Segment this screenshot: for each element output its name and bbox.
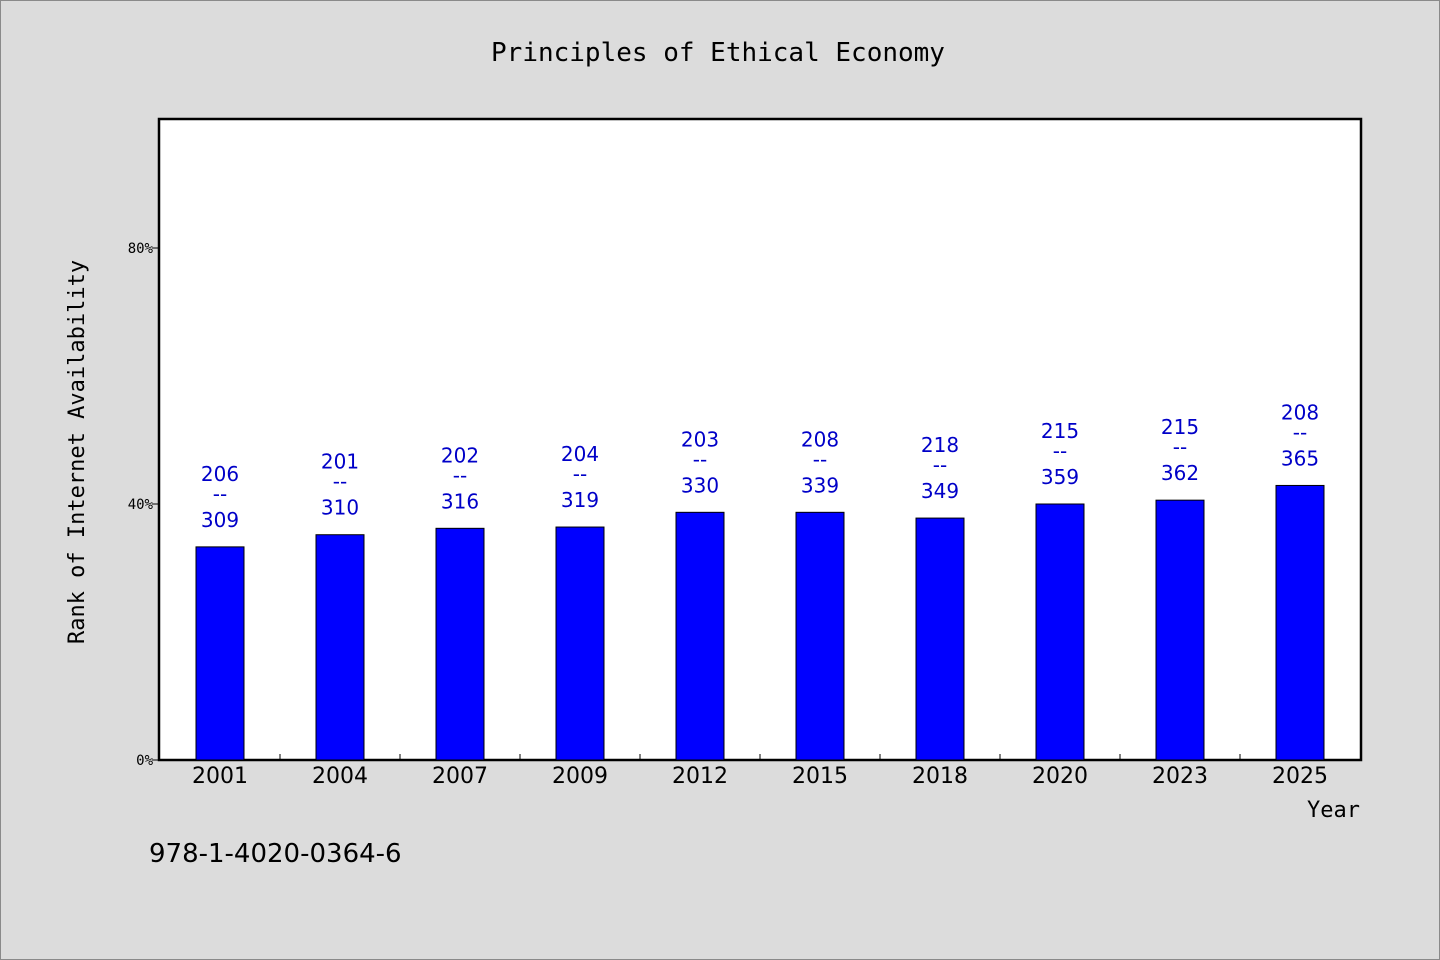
data-label-bottom-2015: 339 bbox=[801, 473, 839, 497]
bar-2007 bbox=[435, 527, 485, 761]
y-tick-label-0: 0% bbox=[136, 753, 153, 769]
x-tick-label-2007: 2007 bbox=[432, 764, 488, 789]
x-ticks-group: 2001 2004 2007 2009 2012 2015 2018 2020 2023 2025 bbox=[192, 754, 1328, 789]
data-label-top-2015: 208 bbox=[801, 427, 839, 451]
y-tick-label-40: 40% bbox=[128, 497, 154, 513]
data-label-top-2007: 202 bbox=[441, 443, 479, 467]
data-label-bottom-2009: 319 bbox=[561, 488, 599, 512]
data-label-sep-2004: -- bbox=[333, 470, 347, 494]
bar-2004 bbox=[315, 534, 365, 761]
bar-2009 bbox=[555, 526, 605, 761]
x-axis-label: Year bbox=[1307, 798, 1360, 823]
data-label-sep-2025: -- bbox=[1293, 420, 1307, 444]
data-label-top-2004: 201 bbox=[321, 450, 359, 474]
isbn-text: 978-1-4020-0364-6 bbox=[149, 839, 402, 869]
x-tick-label-2020: 2020 bbox=[1032, 764, 1088, 789]
data-label-sep-2001: -- bbox=[213, 482, 227, 506]
chart-title: Principles of Ethical Economy bbox=[491, 38, 945, 68]
y-tick-label-80: 80% bbox=[128, 241, 154, 257]
y-axis-label: Rank of Internet Availability bbox=[65, 260, 90, 644]
x-tick-label-2023: 2023 bbox=[1152, 764, 1208, 789]
bar-2018 bbox=[915, 517, 965, 761]
data-label-sep-2007: -- bbox=[453, 463, 467, 487]
data-label-top-2012: 203 bbox=[681, 427, 719, 451]
data-label-bottom-2012: 330 bbox=[681, 473, 719, 497]
bar-2001 bbox=[195, 546, 245, 761]
x-tick-label-2012: 2012 bbox=[672, 764, 728, 789]
bars-group bbox=[195, 484, 1325, 761]
x-tick-label-2025: 2025 bbox=[1272, 764, 1328, 789]
bar-labels-group: 206--309201--310202--316204--319203--330… bbox=[201, 400, 1319, 531]
data-label-top-2025: 208 bbox=[1281, 400, 1319, 424]
bar-2015 bbox=[795, 511, 845, 761]
data-label-bottom-2020: 359 bbox=[1041, 465, 1079, 489]
x-tick-label-2018: 2018 bbox=[912, 764, 968, 789]
data-label-top-2023: 215 bbox=[1161, 415, 1199, 439]
x-tick-label-2009: 2009 bbox=[552, 764, 608, 789]
x-tick-label-2004: 2004 bbox=[312, 764, 368, 789]
x-tick-label-2001: 2001 bbox=[192, 764, 248, 789]
data-label-bottom-2007: 316 bbox=[441, 489, 479, 513]
data-label-top-2018: 218 bbox=[921, 433, 959, 457]
bar-2012 bbox=[675, 511, 725, 761]
data-label-sep-2018: -- bbox=[933, 453, 947, 477]
data-label-bottom-2018: 349 bbox=[921, 479, 959, 503]
bar-2020 bbox=[1035, 503, 1085, 761]
data-label-sep-2020: -- bbox=[1053, 439, 1067, 463]
data-label-sep-2012: -- bbox=[693, 447, 707, 471]
data-label-top-2020: 215 bbox=[1041, 419, 1079, 443]
bar-2023 bbox=[1155, 499, 1205, 761]
data-label-top-2009: 204 bbox=[561, 442, 599, 466]
data-label-bottom-2025: 365 bbox=[1281, 446, 1319, 470]
x-tick-label-2015: 2015 bbox=[792, 764, 848, 789]
data-label-sep-2015: -- bbox=[813, 447, 827, 471]
data-label-bottom-2001: 309 bbox=[201, 508, 239, 532]
y-ticks-group: 0% 40% 80% bbox=[128, 241, 160, 769]
data-label-bottom-2023: 362 bbox=[1161, 461, 1199, 485]
bar-2025 bbox=[1275, 484, 1325, 761]
data-label-bottom-2004: 310 bbox=[321, 496, 359, 520]
data-label-sep-2023: -- bbox=[1173, 435, 1187, 459]
data-label-sep-2009: -- bbox=[573, 462, 587, 486]
data-label-top-2001: 206 bbox=[201, 462, 239, 486]
